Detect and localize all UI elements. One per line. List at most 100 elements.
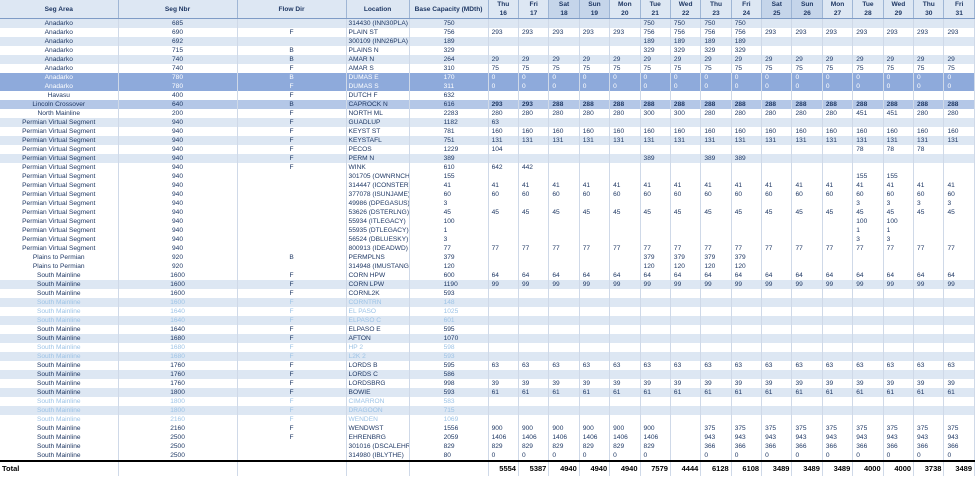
cell-day-value[interactable] bbox=[822, 397, 854, 406]
cell-day-value[interactable]: 131 bbox=[913, 136, 945, 145]
cell-flow-dir[interactable]: F bbox=[237, 388, 347, 397]
cell-day-value[interactable]: 943 bbox=[883, 433, 915, 442]
total-day-value[interactable]: 3738 bbox=[913, 460, 945, 476]
cell-base-capacity[interactable]: 998 bbox=[409, 379, 489, 388]
cell-location[interactable]: CORN HPW bbox=[346, 271, 410, 280]
cell-flow-dir[interactable]: F bbox=[237, 298, 347, 307]
cell-day-value[interactable]: 160 bbox=[761, 127, 793, 136]
cell-day-value[interactable] bbox=[670, 145, 702, 154]
cell-seg-nbr[interactable]: 1640 bbox=[118, 307, 238, 316]
cell-day-value[interactable] bbox=[700, 91, 732, 100]
cell-day-value[interactable] bbox=[700, 226, 732, 235]
cell-day-value[interactable]: 63 bbox=[670, 361, 702, 370]
cell-day-value[interactable]: 64 bbox=[761, 271, 793, 280]
cell-day-value[interactable] bbox=[913, 154, 945, 163]
cell-day-value[interactable]: 0 bbox=[791, 82, 823, 91]
cell-base-capacity[interactable]: 2283 bbox=[409, 109, 489, 118]
cell-day-value[interactable]: 61 bbox=[731, 388, 763, 397]
cell-seg-area[interactable]: South Mainline bbox=[0, 361, 119, 370]
cell-seg-area[interactable]: Anadarko bbox=[0, 82, 119, 91]
cell-day-value[interactable] bbox=[640, 91, 671, 100]
cell-day-value[interactable] bbox=[852, 46, 884, 55]
cell-day-value[interactable]: 160 bbox=[609, 127, 641, 136]
cell-day-value[interactable] bbox=[761, 235, 793, 244]
cell-day-value[interactable] bbox=[548, 37, 580, 46]
cell-location[interactable]: KEYST ST bbox=[346, 127, 410, 136]
header-flow-dir[interactable]: Flow Dir bbox=[237, 0, 347, 19]
cell-location[interactable]: 55935 (DTLEGACY) bbox=[346, 226, 410, 235]
cell-day-value[interactable] bbox=[761, 298, 793, 307]
cell-day-value[interactable]: 189 bbox=[640, 37, 671, 46]
cell-day-value[interactable] bbox=[883, 307, 915, 316]
cell-day-value[interactable] bbox=[548, 289, 580, 298]
cell-day-value[interactable]: 60 bbox=[670, 190, 702, 199]
cell-day-value[interactable]: 375 bbox=[943, 424, 975, 433]
cell-seg-nbr[interactable]: 940 bbox=[118, 244, 238, 253]
cell-day-value[interactable]: 75 bbox=[943, 64, 975, 73]
cell-day-value[interactable]: 375 bbox=[731, 424, 763, 433]
cell-seg-area[interactable]: Permian Virtual Segment bbox=[0, 217, 119, 226]
cell-day-value[interactable]: 60 bbox=[640, 190, 671, 199]
cell-day-value[interactable] bbox=[548, 199, 580, 208]
cell-day-value[interactable] bbox=[943, 163, 975, 172]
cell-day-value[interactable]: 63 bbox=[943, 361, 975, 370]
cell-day-value[interactable]: 0 bbox=[822, 451, 854, 461]
cell-day-value[interactable] bbox=[913, 118, 945, 127]
cell-day-value[interactable]: 63 bbox=[579, 361, 611, 370]
cell-day-value[interactable]: 41 bbox=[670, 181, 702, 190]
cell-day-value[interactable]: 329 bbox=[670, 46, 702, 55]
cell-day-value[interactable] bbox=[731, 235, 763, 244]
cell-day-value[interactable] bbox=[883, 352, 915, 361]
cell-location[interactable]: KEYSTAFL bbox=[346, 136, 410, 145]
cell-day-value[interactable] bbox=[761, 145, 793, 154]
cell-day-value[interactable]: 99 bbox=[822, 280, 854, 289]
cell-day-value[interactable]: 45 bbox=[700, 208, 732, 217]
cell-day-value[interactable]: 60 bbox=[791, 190, 823, 199]
header-day[interactable]: Mon 20 bbox=[609, 0, 641, 19]
cell-day-value[interactable]: 1406 bbox=[488, 433, 519, 442]
cell-seg-nbr[interactable]: 1760 bbox=[118, 370, 238, 379]
cell-day-value[interactable] bbox=[883, 370, 915, 379]
cell-base-capacity[interactable]: 593 bbox=[409, 289, 489, 298]
cell-day-value[interactable]: 131 bbox=[731, 136, 763, 145]
cell-day-value[interactable]: 329 bbox=[700, 46, 732, 55]
cell-day-value[interactable] bbox=[761, 172, 793, 181]
cell-day-value[interactable] bbox=[852, 298, 884, 307]
cell-day-value[interactable] bbox=[640, 118, 671, 127]
cell-day-value[interactable] bbox=[609, 289, 641, 298]
cell-day-value[interactable] bbox=[791, 172, 823, 181]
header-day[interactable]: Mon 27 bbox=[822, 0, 854, 19]
cell-day-value[interactable] bbox=[700, 217, 732, 226]
cell-day-value[interactable] bbox=[761, 343, 793, 352]
cell-day-value[interactable] bbox=[670, 415, 702, 424]
cell-day-value[interactable]: 45 bbox=[761, 208, 793, 217]
cell-day-value[interactable]: 0 bbox=[518, 82, 550, 91]
cell-day-value[interactable]: 288 bbox=[883, 100, 915, 109]
cell-seg-nbr[interactable]: 940 bbox=[118, 208, 238, 217]
total-day-value[interactable]: 4940 bbox=[579, 460, 611, 476]
cell-day-value[interactable]: 756 bbox=[640, 28, 671, 37]
cell-seg-area[interactable]: South Mainline bbox=[0, 406, 119, 415]
cell-location[interactable]: WENDWST bbox=[346, 424, 410, 433]
cell-day-value[interactable] bbox=[761, 325, 793, 334]
cell-location[interactable]: LORDS B bbox=[346, 361, 410, 370]
cell-flow-dir[interactable]: F bbox=[237, 154, 347, 163]
cell-day-value[interactable] bbox=[731, 172, 763, 181]
cell-base-capacity[interactable]: 100 bbox=[409, 217, 489, 226]
cell-seg-area[interactable]: Permian Virtual Segment bbox=[0, 199, 119, 208]
cell-day-value[interactable] bbox=[852, 352, 884, 361]
cell-seg-area[interactable]: Permian Virtual Segment bbox=[0, 118, 119, 127]
cell-day-value[interactable] bbox=[609, 118, 641, 127]
cell-flow-dir[interactable]: F bbox=[237, 361, 347, 370]
cell-day-value[interactable]: 99 bbox=[640, 280, 671, 289]
cell-day-value[interactable]: 379 bbox=[640, 253, 671, 262]
cell-day-value[interactable]: 61 bbox=[488, 388, 519, 397]
cell-day-value[interactable] bbox=[791, 91, 823, 100]
cell-day-value[interactable]: 131 bbox=[579, 136, 611, 145]
cell-seg-nbr[interactable]: 1760 bbox=[118, 379, 238, 388]
cell-base-capacity[interactable]: 632 bbox=[409, 91, 489, 100]
cell-base-capacity[interactable]: 1025 bbox=[409, 307, 489, 316]
cell-seg-nbr[interactable]: 780 bbox=[118, 82, 238, 91]
cell-base-capacity[interactable]: 41 bbox=[409, 181, 489, 190]
cell-location[interactable]: 56524 (DBLUESKY) bbox=[346, 235, 410, 244]
